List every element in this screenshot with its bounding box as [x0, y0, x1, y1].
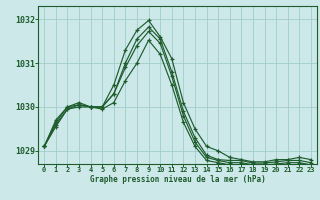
X-axis label: Graphe pression niveau de la mer (hPa): Graphe pression niveau de la mer (hPa) — [90, 175, 266, 184]
